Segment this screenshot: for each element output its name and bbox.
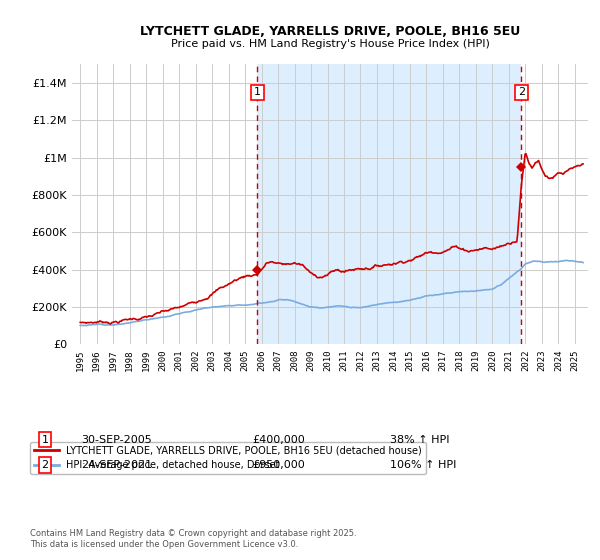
- Text: 38% ↑ HPI: 38% ↑ HPI: [390, 435, 449, 445]
- Bar: [257, 64, 521, 344]
- Text: 1: 1: [41, 435, 49, 445]
- Text: £400,000: £400,000: [252, 435, 305, 445]
- Text: 106% ↑ HPI: 106% ↑ HPI: [390, 460, 457, 470]
- Text: 30-SEP-2005: 30-SEP-2005: [81, 435, 152, 445]
- Legend: LYTCHETT GLADE, YARRELLS DRIVE, POOLE, BH16 5EU (detached house), HPI: Average p: LYTCHETT GLADE, YARRELLS DRIVE, POOLE, B…: [31, 442, 426, 474]
- Text: £950,000: £950,000: [252, 460, 305, 470]
- Text: 24-SEP-2021: 24-SEP-2021: [81, 460, 152, 470]
- Text: 1: 1: [254, 87, 261, 97]
- Text: 2: 2: [41, 460, 49, 470]
- Text: Price paid vs. HM Land Registry's House Price Index (HPI): Price paid vs. HM Land Registry's House …: [170, 39, 490, 49]
- Text: Contains HM Land Registry data © Crown copyright and database right 2025.
This d: Contains HM Land Registry data © Crown c…: [30, 529, 356, 549]
- Text: 2: 2: [518, 87, 525, 97]
- Text: LYTCHETT GLADE, YARRELLS DRIVE, POOLE, BH16 5EU: LYTCHETT GLADE, YARRELLS DRIVE, POOLE, B…: [140, 25, 520, 38]
